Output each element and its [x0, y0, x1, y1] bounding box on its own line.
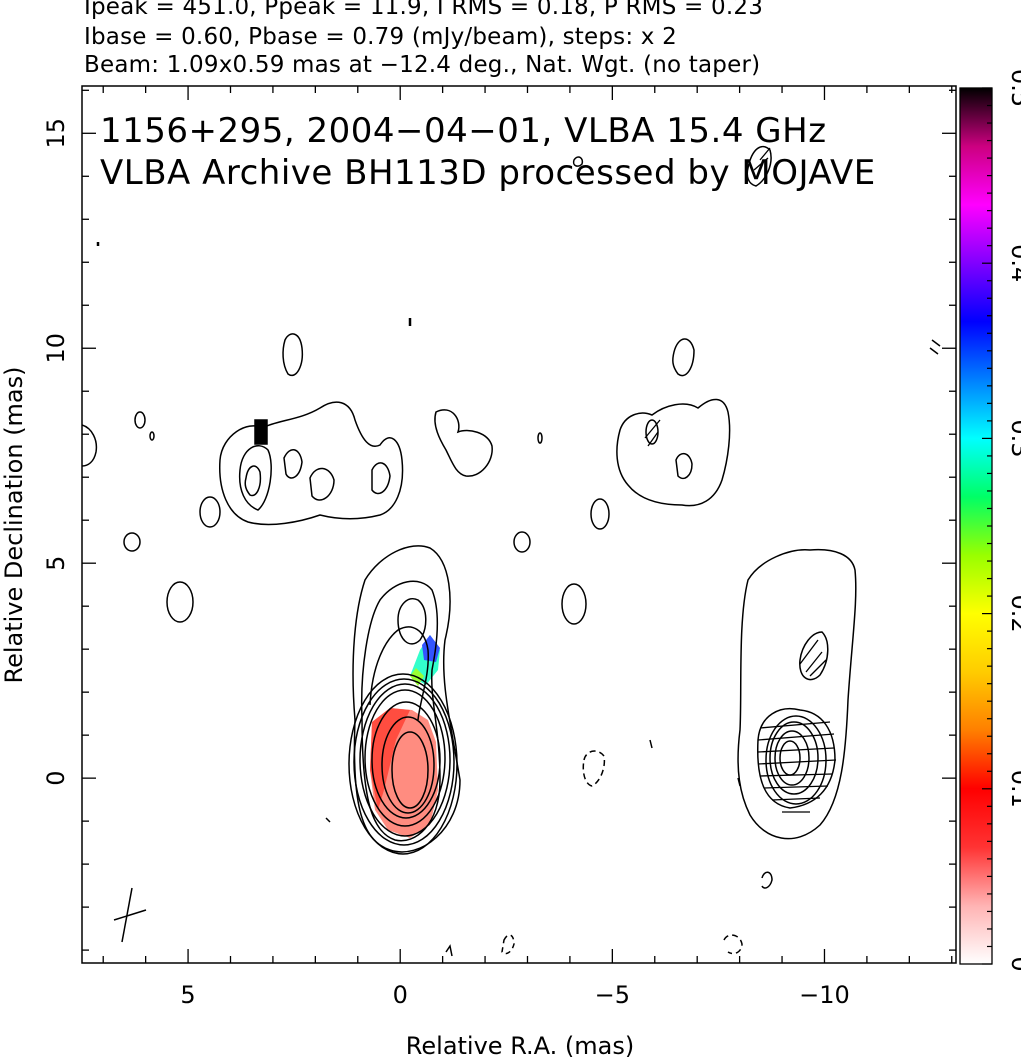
colorbar-tick-label: 0.3 — [1006, 419, 1021, 457]
colorbar: 0 0.1 0.2 0.3 0.4 0.5 — [959, 69, 1021, 972]
header-line-3: Beam: 1.09x0.59 mas at −12.4 deg., Nat. … — [84, 52, 761, 78]
y-tick-label: 5 — [42, 556, 70, 571]
total-intensity-panel — [82, 242, 653, 957]
header-line-2: Ibase = 0.60, Pbase = 0.79 (mJy/beam), s… — [84, 24, 677, 50]
beam-marker — [113, 887, 147, 943]
fractional-pol-north — [254, 419, 268, 445]
y-tick-label: 15 — [42, 118, 70, 149]
colorbar-tick-label: 0.2 — [1006, 595, 1021, 633]
x-tick-label: −5 — [595, 981, 630, 1009]
x-tick-label: 0 — [393, 981, 408, 1009]
plot-title-annotation: 1156+295, 2004−04−01, VLBA 15.4 GHz — [100, 111, 827, 151]
plot-subtitle-annotation: VLBA Archive BH113D processed by MOJAVE — [100, 153, 876, 193]
x-axis-label: Relative R.A. (mas) — [406, 1032, 634, 1060]
x-tick-label: 5 — [180, 981, 195, 1009]
x-tick-label: −10 — [799, 981, 850, 1009]
colorbar-tick-label: 0.5 — [1006, 69, 1021, 107]
colorbar-tick-label: 0.4 — [1006, 244, 1021, 282]
fractional-pol-core-edge — [370, 708, 410, 810]
y-tick-label: 10 — [42, 333, 70, 364]
header-line-1: Ipeak = 451.0, Ppeak = 11.9, I RMS = 0.1… — [84, 0, 764, 20]
polarized-intensity-panel — [561, 145, 941, 955]
colorbar-tick-label: 0.1 — [1006, 770, 1021, 808]
colorbar-gradient — [959, 87, 993, 965]
y-tick-label: 0 — [42, 771, 70, 786]
y-axis-label: Relative Declination (mas) — [0, 366, 28, 683]
colorbar-tick-label: 0 — [1006, 956, 1021, 971]
plot-frame — [81, 85, 957, 964]
